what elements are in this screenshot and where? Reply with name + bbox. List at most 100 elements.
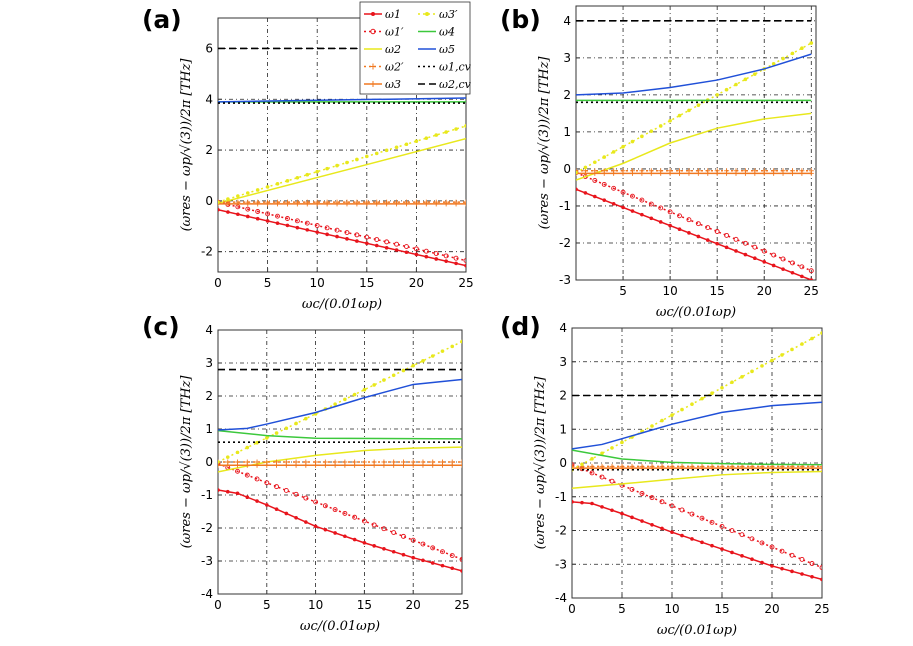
point: [734, 82, 738, 87]
series-group: [576, 20, 814, 280]
panel-label: (a): [142, 5, 182, 34]
y-tick-label: 2: [205, 143, 213, 157]
point: [800, 342, 804, 346]
point: [344, 230, 350, 235]
x-tick-label: 10: [310, 276, 325, 290]
point: [255, 440, 259, 445]
point: [355, 239, 359, 243]
point: [680, 533, 684, 538]
point: [284, 426, 289, 431]
point: [668, 118, 672, 123]
point: [245, 206, 251, 212]
point: [576, 187, 578, 192]
point: [630, 515, 634, 520]
point: [820, 577, 822, 582]
point: [621, 205, 625, 210]
y-tick-label: -3: [201, 554, 213, 568]
y-tick-label: -2: [201, 245, 213, 259]
point: [414, 252, 419, 257]
point: [381, 526, 387, 532]
y-tick-label: 2: [559, 389, 567, 403]
y-axis-label: (ωres − ωp/√(3))/2π [THz]: [533, 376, 548, 550]
point: [668, 223, 672, 228]
point: [333, 531, 337, 535]
y-tick-label: -2: [201, 521, 213, 535]
markers-ω1′: [218, 461, 462, 562]
y-tick-label: 4: [559, 321, 567, 335]
point: [602, 198, 607, 202]
legend-marker: [425, 12, 429, 16]
x-tick-label: 20: [757, 284, 772, 298]
point: [739, 532, 745, 538]
legend-label: ω3: [385, 78, 401, 91]
markers-ω1′: [576, 170, 814, 274]
point: [294, 515, 298, 520]
point: [401, 368, 406, 373]
point: [449, 553, 455, 558]
legend: ω1 ω1′ ω2 ω2′ ω3 ω3′ ω4 ω5 ω1,cv ω2,cv: [359, 1, 472, 95]
point: [245, 214, 250, 219]
point: [274, 484, 280, 490]
point: [384, 148, 389, 153]
point: [285, 179, 290, 183]
point: [690, 402, 694, 406]
point: [742, 240, 748, 246]
legend-label: ω2′: [385, 61, 404, 74]
point: [255, 188, 260, 192]
point: [225, 489, 230, 494]
point: [705, 238, 710, 242]
point: [620, 440, 624, 445]
point: [696, 234, 701, 239]
point: [430, 561, 435, 565]
point: [724, 232, 730, 238]
point: [391, 549, 396, 554]
point: [705, 225, 711, 231]
point: [700, 396, 704, 401]
point: [460, 339, 462, 344]
point: [810, 336, 814, 341]
point: [601, 181, 607, 187]
series-group: [572, 331, 822, 582]
point: [365, 154, 369, 159]
point: [770, 358, 774, 363]
point: [342, 510, 348, 516]
point: [819, 565, 822, 571]
point: [413, 246, 419, 252]
series-ω4: [572, 449, 822, 466]
point: [293, 491, 299, 497]
point: [760, 560, 764, 565]
point: [444, 259, 448, 263]
point: [443, 253, 449, 259]
x-axis-label: ωc/(0.01ωp): [656, 305, 736, 320]
point: [440, 349, 445, 353]
markers-ω1: [218, 207, 466, 268]
markers-ω1: [218, 488, 462, 573]
panel-3: (d) 0 5 10 15 20 25 -4 -3 -2 -1 0 1 2 3 4 ωc/(0.01ωp) (ωr…: [500, 312, 830, 638]
point: [750, 557, 754, 561]
point: [255, 209, 261, 214]
x-tick-label: 15: [357, 598, 372, 612]
y-tick-label: 2: [563, 88, 571, 102]
point: [710, 391, 714, 396]
x-tick-label: 5: [264, 276, 272, 290]
legend-label: ω1′: [385, 26, 404, 39]
point: [629, 486, 635, 492]
point: [695, 221, 701, 227]
markers-ω1′: [572, 462, 822, 571]
point: [640, 134, 644, 139]
point: [411, 555, 416, 560]
point: [677, 113, 682, 118]
point: [592, 178, 598, 183]
y-tick-label: 1: [559, 422, 567, 436]
point: [404, 142, 409, 147]
point: [699, 515, 705, 521]
point: [800, 46, 804, 51]
point: [304, 220, 310, 226]
point: [809, 561, 815, 566]
x-tick-label: 15: [714, 602, 729, 616]
point: [734, 249, 738, 253]
point: [444, 130, 448, 134]
point: [649, 495, 655, 501]
point: [743, 77, 748, 82]
y-tick-label: 4: [205, 323, 213, 337]
